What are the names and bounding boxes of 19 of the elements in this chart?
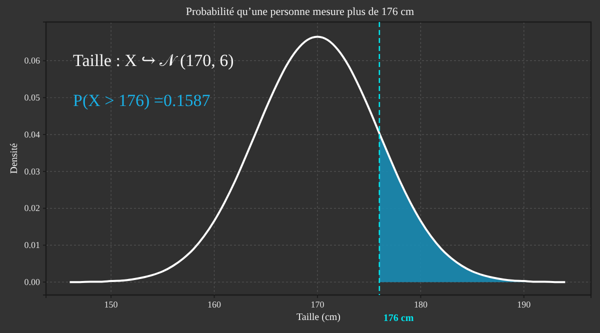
y-tick-label: 0.03 — [24, 166, 40, 176]
y-tick-label: 0.02 — [24, 203, 40, 214]
x-tick-label: 150 — [104, 299, 118, 310]
y-tick-label: 0.04 — [24, 129, 40, 140]
y-axis-title: Densité — [9, 142, 20, 174]
annotation: Taille : X ↪ 𝒩 (170, 6) — [73, 51, 234, 70]
x-tick-label: 190 — [517, 299, 532, 310]
ref-line-label: 176 cm — [383, 313, 414, 324]
x-tick-label: 160 — [208, 299, 222, 310]
y-tick-label: 0.06 — [24, 56, 40, 66]
x-tick-label: 180 — [414, 299, 428, 310]
line-series — [68, 36, 566, 284]
x-axis-title: Taille (cm) — [296, 312, 340, 323]
y-tick-label: 0.00 — [24, 276, 40, 287]
annotation: P(X > 176) =0.1587 — [73, 91, 211, 110]
chart-title: Probabilité qu’une personne mesure plus de 176 cm — [186, 6, 415, 18]
y-tick-label: 0.05 — [24, 92, 40, 103]
x-tick-label: 170 — [310, 299, 325, 310]
y-tick-label: 0.01 — [24, 240, 40, 250]
